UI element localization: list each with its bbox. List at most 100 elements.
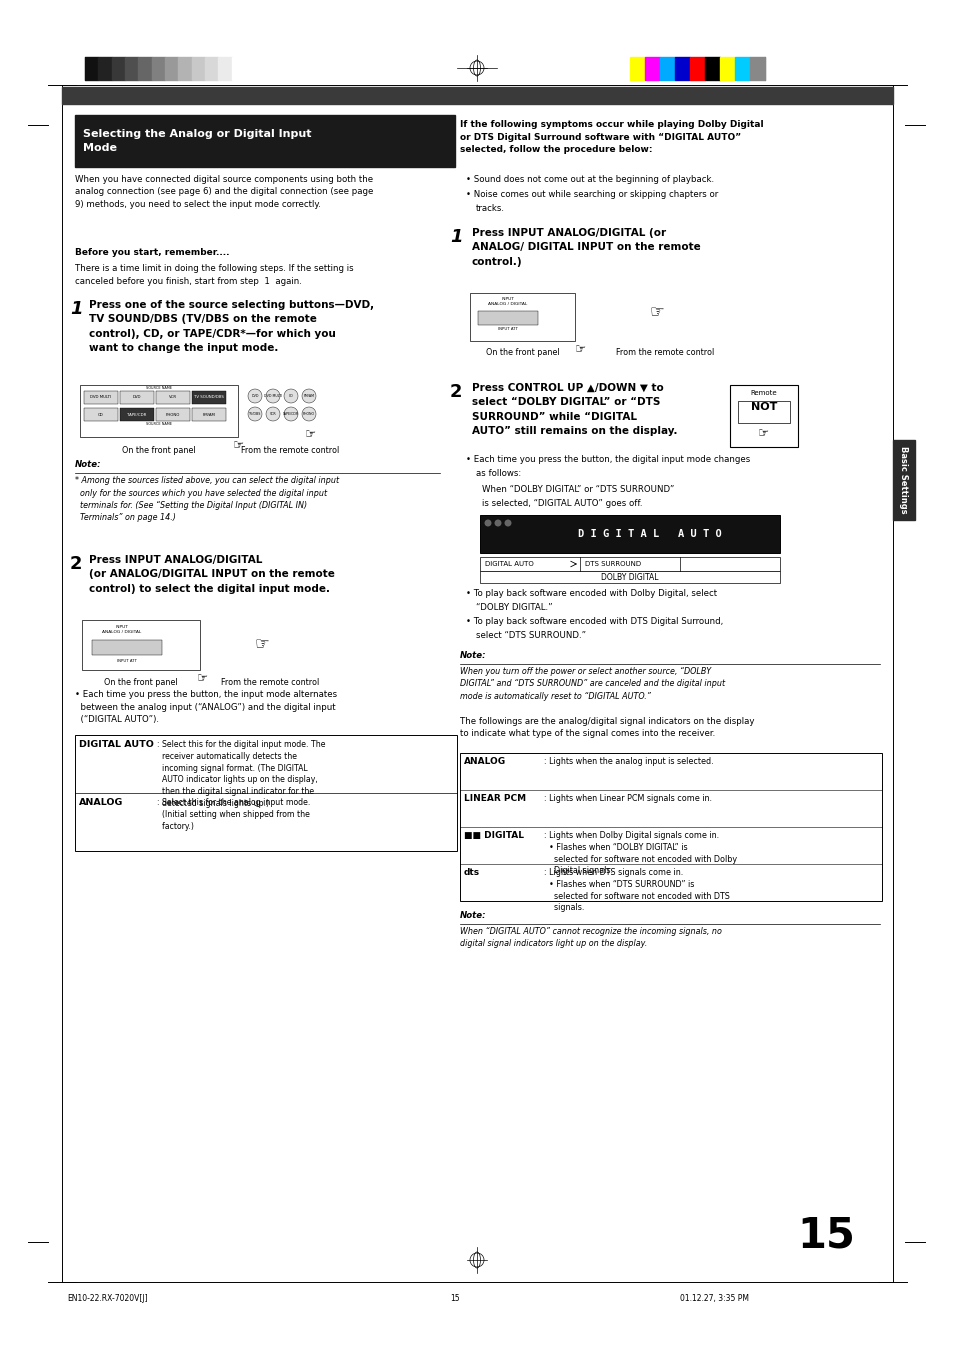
Text: Press INPUT ANALOG/DIGITAL (or
ANALOG/ DIGITAL INPUT on the remote
control.): Press INPUT ANALOG/DIGITAL (or ANALOG/ D… [472,228,700,266]
Text: TV SOUND/DBS: TV SOUND/DBS [193,396,224,400]
Text: dts: dts [463,867,479,877]
Text: • Each time you press the button, the input mode alternates
  between the analog: • Each time you press the button, the in… [75,690,336,724]
Text: From the remote control: From the remote control [616,349,714,357]
Text: When “DOLBY DIGITAL” or “DTS SURROUND”: When “DOLBY DIGITAL” or “DTS SURROUND” [481,485,674,494]
Bar [218,57,232,80]
Text: • Each time you press the button, the digital input mode changes: • Each time you press the button, the di… [465,455,749,463]
Text: DVD MULTI: DVD MULTI [264,394,282,399]
Text: From the remote control: From the remote control [240,446,338,455]
Text: PHONO: PHONO [166,412,180,416]
Bar [156,408,190,422]
Bar [75,735,456,851]
Text: When you have connected digital source components using both the
analog connecti: When you have connected digital source c… [75,176,373,209]
Bar [729,385,797,447]
Text: DIGITAL AUTO: DIGITAL AUTO [484,561,533,567]
Text: ■■ DIGITAL: ■■ DIGITAL [463,831,523,840]
Text: ☞: ☞ [575,343,586,357]
Text: Before you start, remember....: Before you start, remember.... [75,249,230,257]
Text: TAPE/CDR: TAPE/CDR [283,412,298,416]
Bar [720,57,734,80]
Text: 15: 15 [450,1294,459,1302]
Bar [232,57,245,80]
Text: On the front panel: On the front panel [104,678,177,688]
Bar [152,57,165,80]
Bar [192,408,226,422]
Text: SOURCE NAME: SOURCE NAME [146,386,172,390]
Bar [192,57,205,80]
Text: Remote: Remote [750,390,777,396]
Circle shape [284,407,297,422]
Circle shape [248,389,262,403]
Text: Press INPUT ANALOG/DIGITAL
(or ANALOG/DIGITAL INPUT on the remote
control) to se: Press INPUT ANALOG/DIGITAL (or ANALOG/DI… [89,555,335,594]
Bar [479,571,780,584]
Text: INPUT ATT: INPUT ATT [117,659,137,663]
Text: DVD: DVD [132,396,141,400]
Text: There is a time limit in doing the following steps. If the setting is
canceled b: There is a time limit in doing the follo… [75,263,354,285]
Text: : Select this for the analog input mode.
  (Initial setting when shipped from th: : Select this for the analog input mode.… [157,798,310,831]
Text: PHONO: PHONO [303,412,314,416]
Bar [178,57,192,80]
Text: VCR: VCR [169,396,177,400]
Bar [120,390,153,404]
Bar [84,390,118,404]
Text: DVD MULTI: DVD MULTI [91,396,112,400]
Text: • Noise comes out while searching or skipping chapters or: • Noise comes out while searching or ski… [465,190,718,199]
Bar [689,57,704,80]
Bar [749,57,764,80]
Text: INPUT ATT: INPUT ATT [497,327,517,331]
Bar [84,408,118,422]
Circle shape [284,389,297,403]
Text: On the front panel: On the front panel [122,446,195,455]
Text: • Sound does not come out at the beginning of playback.: • Sound does not come out at the beginni… [465,176,714,184]
Bar [112,57,125,80]
Text: “DOLBY DIGITAL.”: “DOLBY DIGITAL.” [476,603,552,612]
Bar [892,440,914,520]
Bar [82,620,200,670]
Bar [734,57,749,80]
Bar [659,57,675,80]
Text: Basic Settings: Basic Settings [899,446,907,513]
Bar [165,57,178,80]
Circle shape [302,407,315,422]
Circle shape [302,389,315,403]
Text: Press one of the source selecting buttons—DVD,
TV SOUND/DBS (TV/DBS on the remot: Press one of the source selecting button… [89,300,374,353]
Text: INPUT
ANALOG / DIGITAL: INPUT ANALOG / DIGITAL [488,297,527,305]
Text: DTS SURROUND: DTS SURROUND [584,561,640,567]
Text: LINEAR PCM: LINEAR PCM [463,794,525,802]
Text: VCR: VCR [270,412,276,416]
Text: DIGITAL AUTO: DIGITAL AUTO [79,740,153,748]
Text: • To play back software encoded with DTS Digital Surround,: • To play back software encoded with DTS… [465,617,722,626]
Text: Note:: Note: [459,911,486,920]
Text: 2: 2 [450,382,462,401]
Text: : Lights when the analog input is selected.: : Lights when the analog input is select… [543,757,713,766]
Text: FM/AM: FM/AM [303,394,314,399]
Bar [62,86,892,104]
Text: 01.12.27, 3:35 PM: 01.12.27, 3:35 PM [679,1294,748,1302]
Bar [156,390,190,404]
Text: ANALOG: ANALOG [79,798,123,807]
Bar [80,385,237,436]
Text: FM/AM: FM/AM [202,412,215,416]
Bar [629,57,644,80]
Text: CD: CD [98,412,104,416]
Bar [479,557,780,571]
Text: TAPE/CDR: TAPE/CDR [128,412,147,416]
Bar [75,115,455,168]
Text: The followings are the analog/digital signal indicators on the display
to indica: The followings are the analog/digital si… [459,717,754,739]
Text: • To play back software encoded with Dolby Digital, select: • To play back software encoded with Dol… [465,589,717,598]
Text: When you turn off the power or select another source, “DOLBY
DIGITAL” and “DTS S: When you turn off the power or select an… [459,667,724,701]
Text: Note:: Note: [75,459,102,469]
Text: If the following symptoms occur while playing Dolby Digital
or DTS Digital Surro: If the following symptoms occur while pl… [459,120,762,154]
Text: DVD: DVD [251,394,258,399]
Bar [98,57,112,80]
Text: ☞: ☞ [305,428,315,440]
Text: INPUT
ANALOG / DIGITAL: INPUT ANALOG / DIGITAL [102,626,141,634]
Text: Press CONTROL UP ▲/DOWN ▼ to
select “DOLBY DIGITAL” or “DTS
SURROUND” while “DIG: Press CONTROL UP ▲/DOWN ▼ to select “DOL… [472,382,677,436]
Bar [738,401,789,423]
Text: ☞: ☞ [233,439,244,453]
Text: Note:: Note: [459,651,486,661]
Text: SOURCE NAME: SOURCE NAME [146,422,172,426]
Text: : Lights when DTS signals come in.
  • Flashes when “DTS SURROUND” is
    select: : Lights when DTS signals come in. • Fla… [543,867,729,912]
Text: 1: 1 [70,300,82,317]
Text: 1: 1 [450,228,462,246]
